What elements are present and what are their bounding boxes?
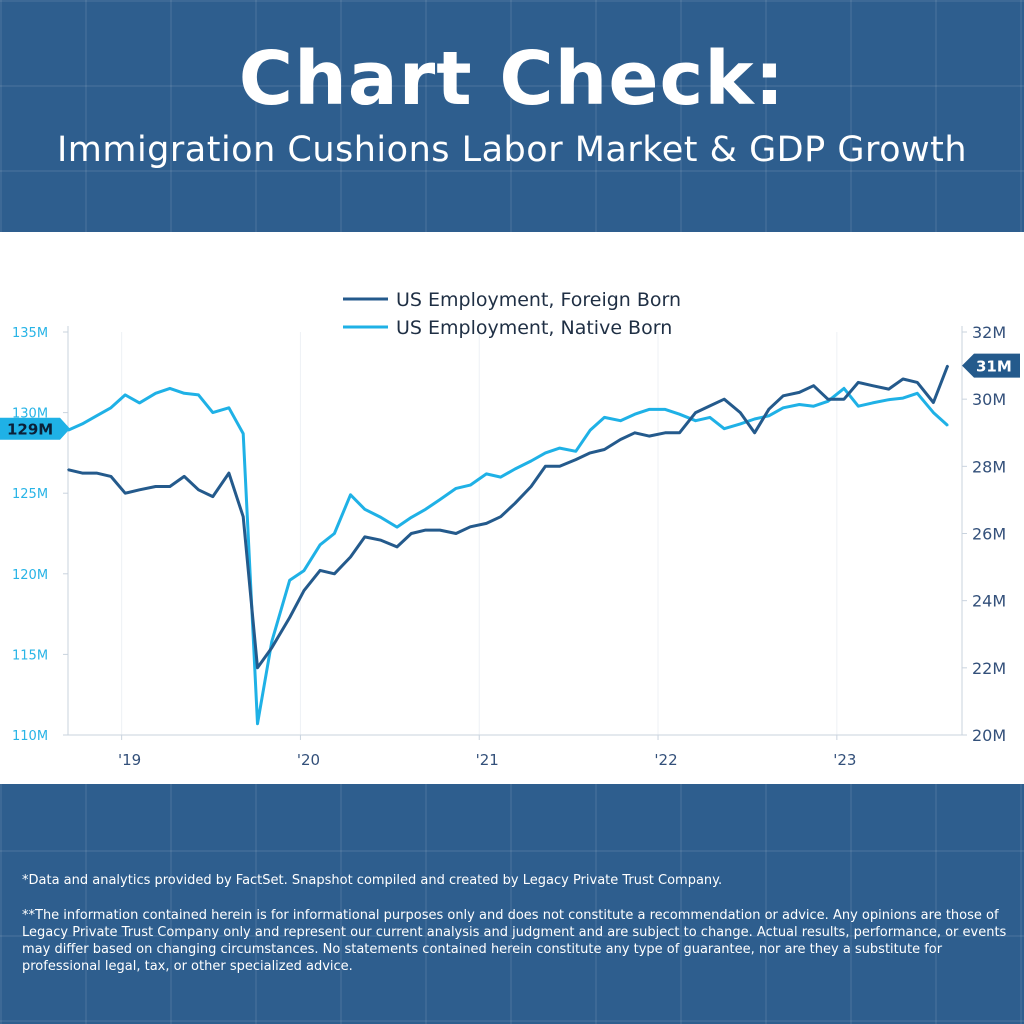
data-point-native-born — [303, 569, 305, 572]
data-point-native-born — [271, 640, 273, 643]
data-point-native-born — [664, 408, 666, 411]
data-point-native-born — [574, 450, 577, 453]
legend: US Employment, Foreign Born US Employment… — [343, 289, 681, 339]
data-point-native-born — [197, 394, 200, 396]
data-point-native-born — [916, 392, 919, 395]
data-point-native-born — [319, 543, 321, 546]
data-point-native-born — [169, 387, 171, 390]
x-tick-label-0: '19 — [118, 751, 141, 769]
data-point-native-born — [288, 579, 291, 582]
data-point-native-born — [499, 476, 502, 478]
data-point-native-born — [589, 429, 591, 432]
data-point-native-born — [709, 416, 711, 419]
data-point-native-born — [81, 423, 84, 425]
data-point-native-born — [902, 397, 904, 399]
data-point-native-born — [544, 452, 547, 454]
data-point-native-born — [380, 516, 382, 519]
data-point-native-born — [857, 405, 860, 407]
data-point-native-born — [753, 418, 756, 420]
x-tick-label-3: '22 — [654, 751, 677, 769]
data-point-native-born — [932, 411, 935, 414]
value-badges: 129M 31M — [0, 353, 1020, 440]
data-point-native-born — [95, 415, 98, 417]
data-point-native-born — [843, 387, 845, 390]
footer: *Data and analytics provided by FactSet.… — [22, 872, 1007, 993]
page-title: Chart Check: — [238, 36, 786, 122]
data-point-native-born — [364, 508, 366, 511]
header: Chart Check: Immigration Cushions Labor … — [0, 0, 1024, 232]
data-point-native-born — [110, 406, 112, 409]
page-subtitle: Immigration Cushions Labor Market & GDP … — [56, 130, 968, 170]
data-point-native-born — [633, 413, 636, 416]
data-point-native-born — [798, 403, 801, 406]
x-tick-label-2: '21 — [476, 751, 499, 769]
data-point-native-born — [827, 400, 829, 403]
data-point-native-born — [212, 411, 214, 414]
data-point-native-born — [396, 526, 398, 528]
left-tick-label-1: 115M — [12, 648, 48, 663]
series-lines — [67, 364, 950, 726]
data-point-native-born — [812, 405, 815, 407]
data-point-native-born — [469, 484, 472, 486]
employment-chart: 110M115M120M125M130M135M20M22M24M26M28M3… — [0, 289, 1020, 769]
data-point-native-born — [154, 392, 157, 395]
left-value-badge — [0, 417, 70, 440]
data-point-native-born — [648, 408, 650, 411]
series-line-foreign-born — [67, 365, 950, 670]
data-point-native-born — [183, 392, 186, 395]
left-tick-label-2: 120M — [12, 568, 48, 583]
legend-label-0: US Employment, Foreign Born — [396, 289, 681, 311]
data-point-native-born — [723, 427, 725, 430]
right-tick-label-0: 20M — [972, 726, 1006, 745]
chart-panel: 110M 115M 120M 125M 130M 135M 20M 22M 24M 26M 28M 3… — [0, 232, 1024, 784]
data-point-native-born — [228, 406, 230, 409]
left-tick-label-0: 110M — [12, 729, 48, 744]
data-point-native-born — [138, 402, 141, 404]
right-tick-label-2: 24M — [972, 592, 1006, 611]
data-point-native-born — [694, 419, 697, 422]
data-point-native-born — [530, 460, 532, 462]
series-line-native-born — [67, 386, 949, 726]
right-tick-label-1: 22M — [972, 659, 1006, 678]
data-point-native-born — [514, 468, 516, 470]
axes: 110M115M120M125M130M135M20M22M24M26M28M3… — [12, 323, 1006, 769]
data-point-native-born — [455, 487, 457, 490]
data-point-native-born — [678, 413, 681, 416]
data-point-native-born — [619, 419, 622, 422]
left-tick-label-3: 125M — [12, 487, 48, 502]
data-point-native-born — [242, 432, 245, 435]
data-point-native-born — [439, 498, 441, 501]
footer-disclaimer: **The information contained herein is fo… — [22, 908, 1007, 974]
data-point-native-born — [256, 722, 259, 725]
left-value-badge-label: 129M — [7, 421, 53, 439]
data-point-native-born — [558, 447, 561, 449]
data-point-native-born — [485, 473, 488, 475]
data-point-native-born — [333, 532, 336, 535]
footer-source-note: *Data and analytics provided by FactSet.… — [22, 873, 723, 888]
data-point-native-born — [124, 394, 127, 396]
right-tick-label-3: 26M — [972, 525, 1006, 544]
data-point-native-born — [887, 398, 890, 401]
data-point-native-born — [424, 508, 427, 511]
data-point-native-born — [768, 415, 770, 417]
legend-label-1: US Employment, Native Born — [396, 317, 672, 339]
right-value-badge — [962, 353, 1020, 378]
data-point-native-born — [782, 406, 784, 409]
data-point-native-born — [871, 402, 874, 404]
x-tick-label-4: '23 — [833, 751, 856, 769]
x-tick-label-1: '20 — [297, 751, 320, 769]
data-point-native-born — [946, 424, 949, 427]
left-tick-label-5: 135M — [12, 326, 48, 341]
data-point-native-born — [349, 494, 352, 496]
data-point-native-born — [739, 423, 742, 425]
right-tick-label-6: 32M — [972, 323, 1006, 342]
gridlines — [121, 332, 838, 735]
right-tick-label-5: 30M — [972, 390, 1006, 409]
right-value-badge-label: 31M — [976, 358, 1012, 376]
right-tick-label-4: 28M — [972, 457, 1006, 476]
data-point-native-born — [410, 516, 413, 519]
data-point-native-born — [603, 416, 606, 419]
